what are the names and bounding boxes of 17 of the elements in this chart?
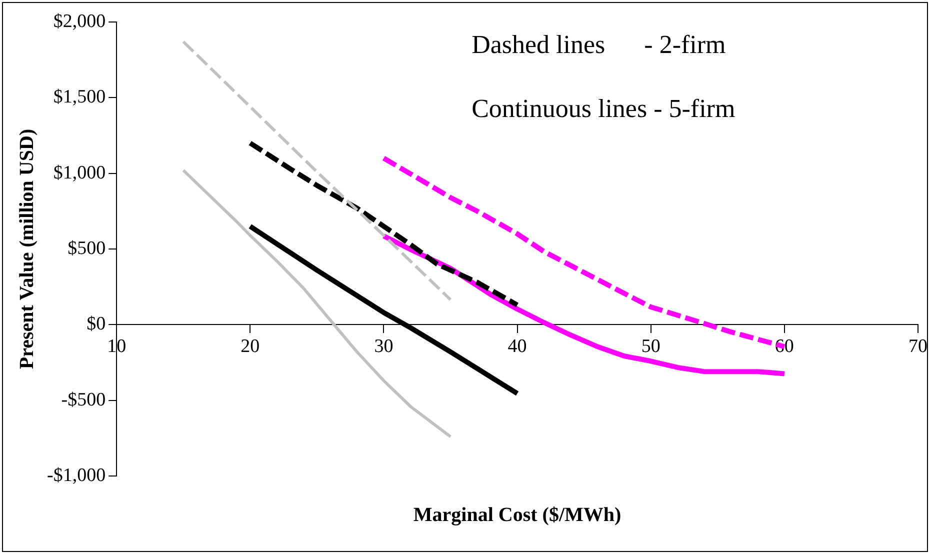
annotation: Continuous lines - 5-firm [472,94,736,123]
x-tick-label: 30 [374,336,394,358]
y-tick-label: $0 [86,314,106,335]
y-tick-label: $500 [68,238,106,259]
x-tick-label: 70 [908,336,928,358]
annotation: Dashed lines - 2-firm [472,30,726,59]
y-tick-label: $1,000 [53,162,106,184]
x-tick-label: 20 [240,336,260,358]
x-tick-label: 50 [641,336,660,358]
y-axis-title: Present Value (million USD) [16,128,38,370]
y-tick-label: $1,500 [53,86,106,108]
y-tick-label: -$1,000 [47,464,106,486]
x-tick-label: 40 [508,336,527,358]
y-tick-label: -$500 [61,389,106,410]
x-axis-title: Marginal Cost ($/MWh) [413,504,622,526]
line-series [182,40,452,302]
y-tick-label: $2,000 [53,10,106,32]
